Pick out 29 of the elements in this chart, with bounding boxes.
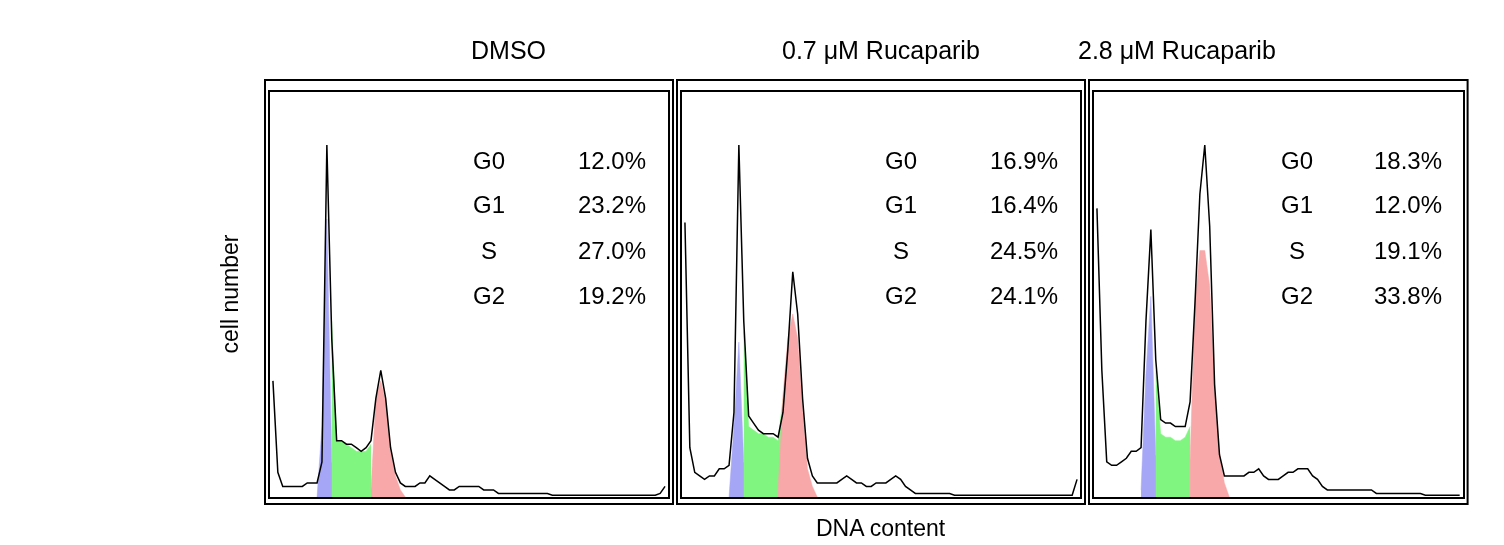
annotation: 27.0% [578, 237, 647, 264]
annotation: 33.8% [1374, 282, 1443, 309]
annotation: G1 [1281, 191, 1314, 218]
annotation: 24.1% [990, 282, 1059, 309]
annotation: S [893, 237, 910, 264]
annotation: G2 [473, 282, 506, 309]
annotation: S [1289, 237, 1306, 264]
annotation: 12.0% [578, 147, 647, 174]
y-axis-title: cell number [216, 234, 243, 354]
annotation: 12.0% [1374, 191, 1443, 218]
annotation: 16.9% [990, 147, 1059, 174]
annotation: 19.1% [1374, 237, 1443, 264]
annotation: 23.2% [578, 191, 647, 218]
annotation: G2 [885, 282, 918, 309]
x-axis-title: DNA content [816, 515, 946, 541]
annotation: 16.4% [990, 191, 1059, 218]
chart-title: 2.8 μM Rucaparib [1078, 36, 1276, 64]
annotation: S [481, 237, 498, 264]
annotation: G1 [885, 191, 918, 218]
annotation: 18.3% [1374, 147, 1443, 174]
chart-title: 0.7 μM Rucaparib [782, 36, 980, 64]
annotation: G0 [473, 147, 506, 174]
annotation: 19.2% [578, 282, 647, 309]
annotation: 24.5% [990, 237, 1059, 264]
annotation: G0 [885, 147, 918, 174]
chart-title: DMSO [471, 36, 546, 64]
annotation: G2 [1281, 282, 1314, 309]
annotation: G1 [473, 191, 506, 218]
annotation: G0 [1281, 147, 1314, 174]
